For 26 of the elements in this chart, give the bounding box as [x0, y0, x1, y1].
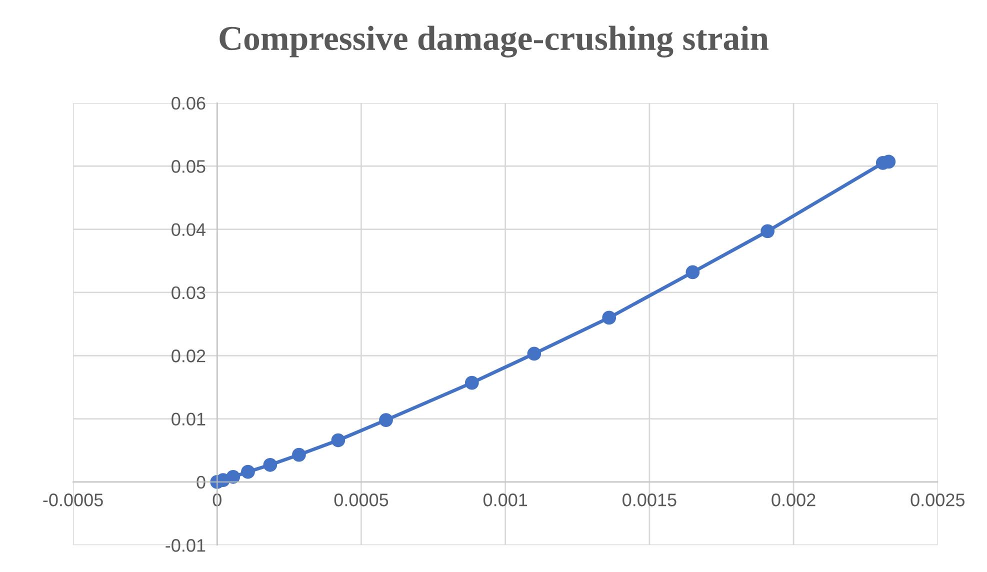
- point: [379, 413, 393, 427]
- point: [241, 464, 255, 479]
- point: [527, 346, 542, 361]
- point: [263, 458, 278, 472]
- y-tick-label: 0.06: [172, 96, 206, 110]
- x-tick-label: -0.0005: [43, 494, 103, 506]
- y-tick-label: 0.02: [172, 350, 206, 362]
- x-tick-label: 0.001: [483, 494, 528, 506]
- y-tick-label: 0.03: [172, 286, 206, 300]
- y-tick-label: 0.01: [172, 412, 206, 426]
- point: [602, 310, 616, 325]
- point: [226, 470, 240, 484]
- y-tick-label: -0.01: [166, 539, 206, 552]
- x-tick-label: 0: [212, 494, 222, 506]
- x-tick-label: 0.002: [772, 494, 816, 506]
- point: [292, 448, 306, 462]
- point: [760, 224, 775, 238]
- y-tick-label: 0.05: [172, 160, 206, 173]
- point: [464, 376, 479, 390]
- x-tick-label: 0.0025: [910, 494, 965, 506]
- point: [686, 265, 700, 280]
- point: [331, 433, 346, 448]
- x-tick-label: 0.0015: [622, 494, 676, 506]
- chart-title: Compressive damage-crushing strain: [220, 26, 769, 58]
- x-tick-label: 0.0005: [334, 494, 388, 506]
- y-tick-label: 0.04: [172, 223, 206, 236]
